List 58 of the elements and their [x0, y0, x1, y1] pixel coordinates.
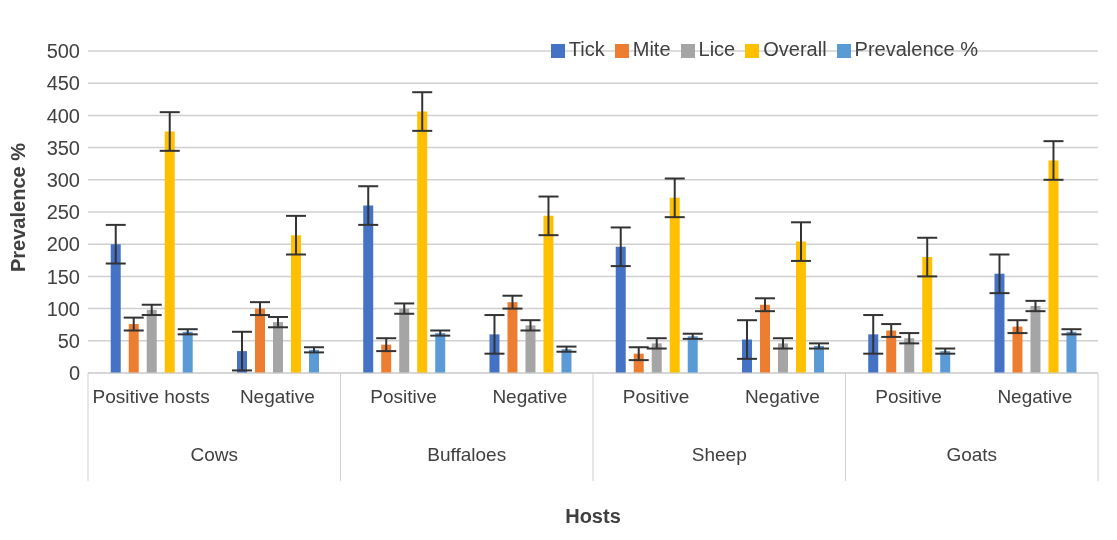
x-tick-label: Positive: [370, 386, 437, 407]
bar: [363, 205, 374, 373]
x-tick-label: Positive hosts: [92, 386, 210, 407]
y-tick-label: 450: [46, 72, 80, 95]
legend-label: Overall: [763, 38, 827, 60]
bar: [182, 331, 193, 373]
y-tick-label: 50: [57, 329, 80, 352]
bar: [146, 309, 157, 373]
legend-label: Tick: [568, 38, 605, 60]
text: Buffaloes: [427, 444, 507, 465]
text: Sheep: [691, 444, 747, 465]
x-tick-label: Positive: [875, 386, 942, 407]
y-tick-label: 300: [46, 168, 80, 191]
bar: [417, 111, 428, 373]
x-tick-label: Negative: [492, 386, 568, 407]
bar: [164, 131, 175, 373]
bar: [886, 330, 897, 373]
text: Cows: [190, 444, 239, 465]
y-tick-label: 500: [46, 40, 80, 63]
y-tick-label: 400: [46, 104, 80, 127]
bar: [507, 302, 518, 373]
y-tick-label: 250: [46, 201, 80, 224]
bar: [687, 336, 698, 373]
x-tick-label: Positive: [622, 386, 690, 407]
y-tick-label: 100: [46, 297, 80, 320]
legend-label: Mite: [632, 38, 671, 60]
bar: [435, 333, 446, 373]
bar: [399, 308, 410, 373]
y-tick-label: 350: [46, 136, 80, 159]
bar: [922, 257, 933, 373]
bar: [669, 197, 680, 373]
bar: [543, 215, 554, 373]
bar: [110, 244, 121, 373]
x-tick-label: Negative: [239, 386, 315, 407]
bar: [795, 241, 806, 373]
legend-label: Lice: [698, 38, 736, 60]
y-tick-label: 200: [46, 233, 80, 256]
legend-label: Prevalence %: [854, 38, 978, 60]
bar: [525, 325, 536, 373]
bar: [128, 324, 139, 373]
bar: [1048, 160, 1059, 373]
y-tick-label: 0: [68, 362, 80, 385]
bar: [1012, 326, 1023, 373]
bar: [994, 273, 1005, 373]
bar: [290, 235, 301, 373]
bar: [759, 304, 770, 373]
text: Goats: [946, 444, 998, 465]
y-axis-title: Prevalence %: [7, 142, 30, 272]
x-axis-title: Hosts: [565, 505, 621, 527]
bar: [272, 322, 283, 373]
x-tick-label: Negative: [744, 386, 820, 407]
bar: [1030, 306, 1041, 373]
y-tick-label: 150: [46, 265, 80, 288]
bar: [904, 338, 915, 373]
x-tick-label: Negative: [997, 386, 1073, 407]
bar: [1066, 331, 1077, 373]
bar: [615, 246, 626, 373]
bar: [254, 308, 265, 373]
